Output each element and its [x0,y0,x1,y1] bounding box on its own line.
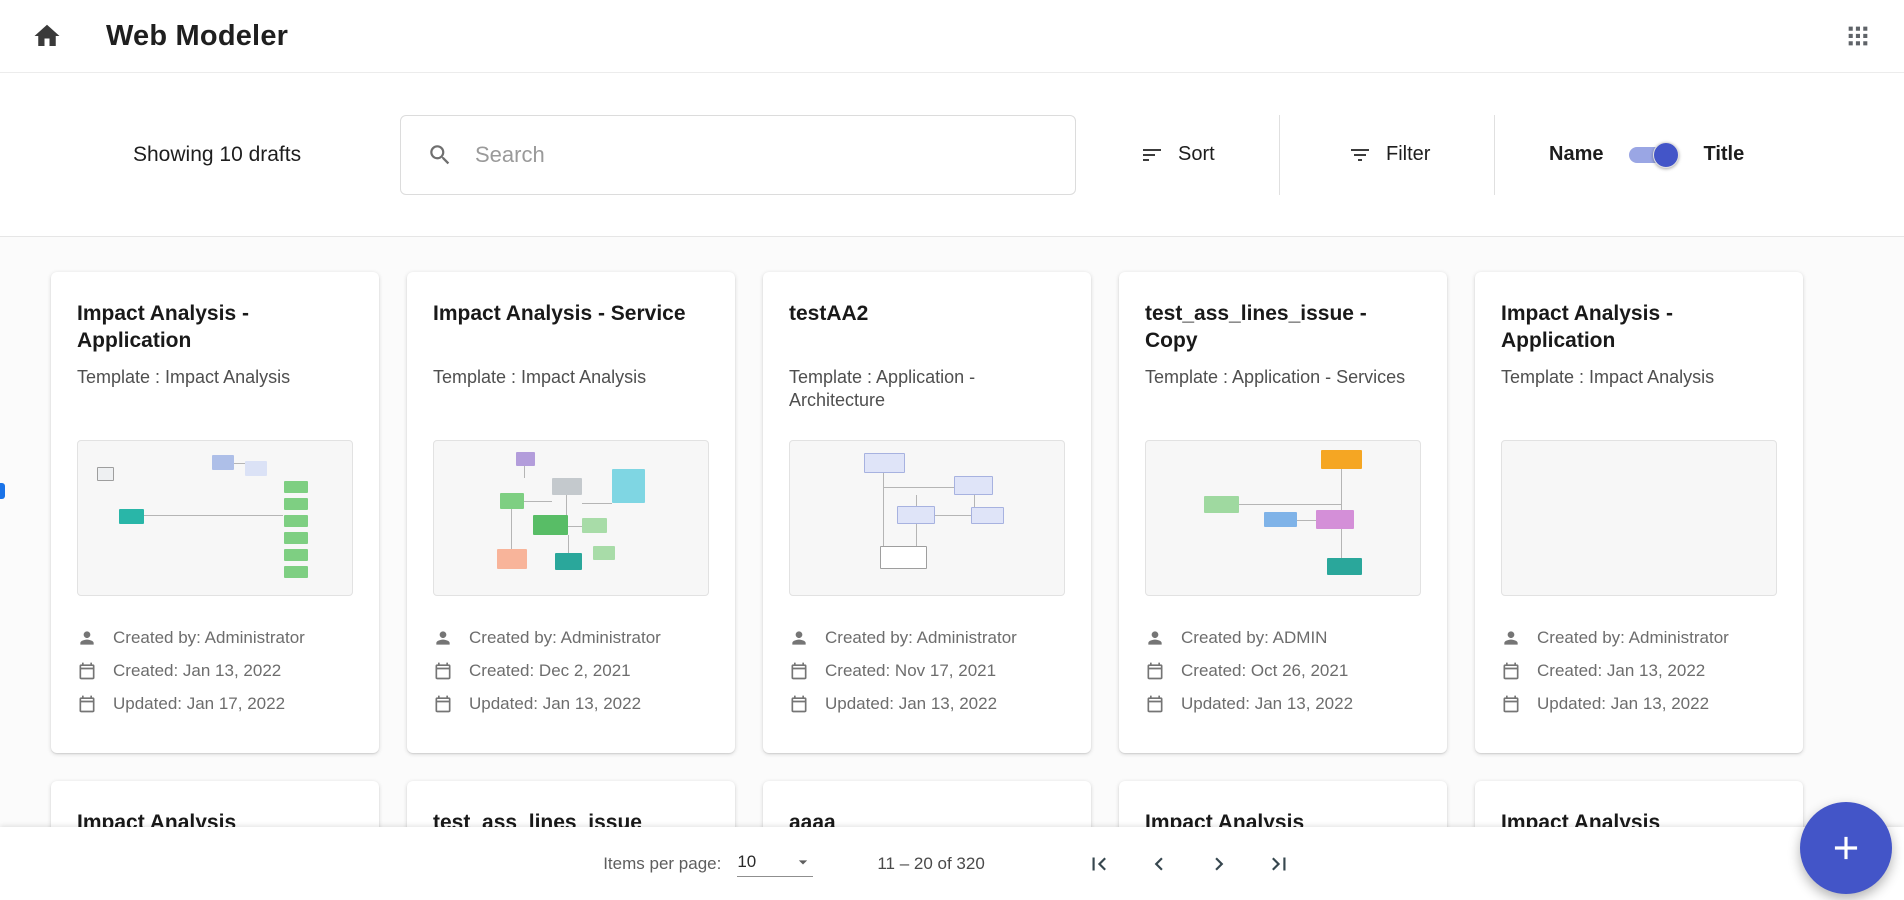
first-page-button[interactable] [1077,842,1121,886]
card-title: Impact Analysis - Application [1501,302,1673,353]
calendar-icon [1147,695,1163,713]
person-icon [792,631,806,645]
drafts-content: Impact Analysis - Application Template :… [0,237,1904,900]
card-meta: Created by: Administrator Created: Dec 2… [433,628,709,714]
card-created-by: Created by: Administrator [1537,628,1729,647]
next-page-button[interactable] [1197,842,1241,886]
page-range-text: 11 – 20 of 320 [877,853,985,873]
last-page-icon [1271,857,1286,870]
card-thumbnail [1145,440,1421,596]
plus-icon [1834,836,1858,860]
app-title: Web Modeler [106,19,289,52]
card-updated-date: Updated: Jan 13, 2022 [825,694,998,713]
apps-grid-button[interactable] [1840,18,1876,54]
card-template: Template : Application - Services [1145,367,1406,387]
draft-card[interactable]: Impact Analysis - Application Template :… [1475,272,1803,753]
card-created-date: Created: Jan 13, 2022 [113,661,282,680]
card-meta: Created by: Administrator Created: Jan 1… [77,628,353,714]
card-created-by: Created by: ADMIN [1181,628,1328,647]
card-thumbnail [433,440,709,596]
calendar-icon [79,695,95,713]
draft-card[interactable]: test_ass_lines_issue - Copy Template : A… [1119,272,1447,753]
card-created-by: Created by: Administrator [113,628,305,647]
toggle-right-label: Title [1703,143,1745,165]
last-page-button[interactable] [1257,842,1301,886]
person-icon [436,631,450,645]
card-updated-date: Updated: Jan 13, 2022 [1181,694,1354,713]
calendar-icon [791,662,807,680]
card-updated-date: Updated: Jan 13, 2022 [1537,694,1710,713]
name-title-switch[interactable] [1627,141,1680,168]
search-icon [430,145,450,165]
card-meta: Created by: ADMIN Created: Oct 26, 2021 … [1145,628,1421,714]
person-icon [1504,631,1518,645]
sort-button[interactable]: Sort [1140,73,1215,236]
apps-grid-icon [1848,26,1868,46]
home-button[interactable] [28,17,66,55]
card-template: Template : Impact Analysis [1501,367,1715,387]
chevron-right-icon [1215,857,1224,870]
card-created-by: Created by: Administrator [825,628,1017,647]
card-template: Template : Impact Analysis [77,367,291,387]
card-updated-date: Updated: Jan 17, 2022 [113,694,286,713]
toggle-left-label: Name [1549,143,1604,165]
card-thumbnail [1501,440,1777,596]
draft-card[interactable]: testAA2 Template : Application - Archite… [763,272,1091,753]
card-meta: Created by: Administrator Created: Jan 1… [1501,628,1777,714]
card-created-date: Created: Jan 13, 2022 [1537,661,1706,680]
toolbar: Showing 10 drafts Sort Filter Name Title [0,73,1904,237]
filter-button[interactable]: Filter [1348,73,1430,236]
card-thumbnail [77,440,353,596]
home-icon [34,24,60,46]
filter-icon [1351,148,1369,161]
card-updated-date: Updated: Jan 13, 2022 [469,694,642,713]
card-created-date: Created: Nov 17, 2021 [825,661,997,680]
dropdown-arrow-icon [799,860,808,865]
card-template: Template : Application - Architecture [789,367,976,411]
calendar-icon [791,695,807,713]
card-title: test_ass_lines_issue - Copy [1145,302,1367,353]
switch-thumb [1653,141,1680,168]
drafts-grid-row-1: Impact Analysis - Application Template :… [51,272,1803,753]
calendar-icon [1147,662,1163,680]
calendar-icon [1503,695,1519,713]
name-title-toggle-group: Name Title [1549,73,1744,236]
drafts-count-text: Showing 10 drafts [133,142,302,166]
card-template: Template : Impact Analysis [433,367,647,387]
card-title: Impact Analysis - Service [433,302,686,325]
items-per-page-select[interactable]: 10 [737,850,814,877]
items-per-page-value: 10 [737,852,757,871]
card-title: testAA2 [789,302,869,325]
sort-label: Sort [1178,143,1215,165]
filter-label: Filter [1386,143,1431,165]
calendar-icon [79,662,95,680]
card-created-date: Created: Dec 2, 2021 [469,661,631,680]
pagination-bar: Items per page: 10 11 – 20 of 320 [0,827,1904,900]
draft-card[interactable]: Impact Analysis - Application Template :… [51,272,379,753]
card-created-by: Created by: Administrator [469,628,661,647]
toolbar-divider [1279,115,1280,195]
card-title: Impact Analysis - Application [77,302,249,353]
top-app-bar: Web Modeler [0,0,1904,73]
person-icon [1148,631,1162,645]
calendar-icon [435,662,451,680]
calendar-icon [1503,662,1519,680]
card-meta: Created by: Administrator Created: Nov 1… [789,628,1065,714]
previous-page-button[interactable] [1137,842,1181,886]
edge-marker [0,483,5,499]
sort-icon [1143,148,1161,161]
toolbar-divider [1494,115,1495,195]
items-per-page-label: Items per page: [603,853,722,873]
calendar-icon [435,695,451,713]
person-icon [80,631,94,645]
draft-card[interactable]: Impact Analysis - Service Template : Imp… [407,272,735,753]
chevron-left-icon [1154,857,1163,870]
card-created-date: Created: Oct 26, 2021 [1181,661,1349,680]
search-box[interactable] [400,115,1076,195]
search-input[interactable] [475,142,1049,168]
add-draft-fab[interactable] [1800,802,1892,894]
card-thumbnail [789,440,1065,596]
first-page-icon [1092,857,1106,870]
